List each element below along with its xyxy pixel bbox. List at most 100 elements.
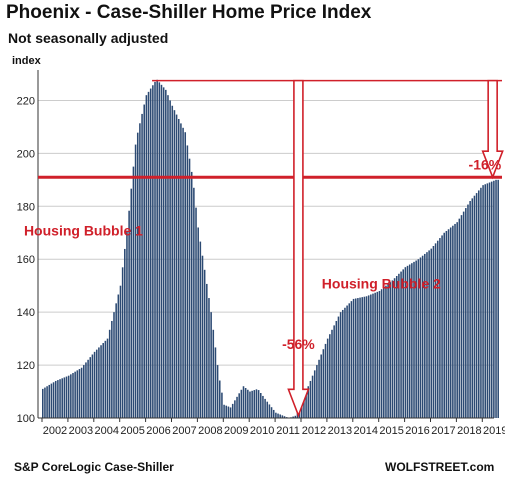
bar [216,365,219,418]
bar [385,285,387,418]
x-tick-label: 2003 [69,425,93,437]
bar [493,180,495,418]
bar [270,407,273,418]
x-tick-label: 2016 [405,425,429,437]
y-tick-label: 180 [17,201,35,213]
bar [89,357,92,418]
x-tick-label: 2007 [172,425,196,437]
bar [197,227,199,418]
bar [413,261,415,418]
bar [240,389,243,418]
bar [490,181,493,418]
bar [52,382,55,418]
bar [188,158,191,418]
bar [415,260,417,418]
bar [279,414,281,418]
bar [311,375,314,418]
bar [387,283,389,418]
bar [59,379,61,418]
bar [206,283,208,418]
decline-arrow [481,79,504,180]
bar [378,290,381,418]
bar [424,253,426,418]
bar [465,208,467,418]
x-tick-label: 2019 [483,425,505,437]
bar [398,273,400,418]
bar [93,351,96,418]
bar [426,252,428,418]
bar [281,415,284,418]
bar [452,225,454,418]
bar [305,391,307,418]
bar [193,187,195,418]
bar [303,396,305,418]
bar [63,377,66,418]
decline-arrow [287,79,310,418]
y-tick-label: 120 [17,360,35,372]
bar [320,354,322,418]
bar [145,95,148,419]
annotation-label: -16% [469,156,502,172]
bar [212,329,215,418]
y-tick-label: 200 [17,148,35,160]
bar [301,402,303,418]
x-tick-label: 2009 [224,425,248,437]
bar [54,380,57,418]
bar [42,388,44,418]
bar [121,267,124,418]
bar [495,179,497,418]
bar [72,373,74,418]
bar [98,347,100,418]
bar [76,370,79,418]
bar [497,179,499,418]
bar [46,386,48,418]
bar [313,370,316,418]
bar [136,132,139,418]
bar [316,365,318,418]
bar [227,406,230,418]
bar [376,291,379,418]
bar [428,250,430,418]
bar [249,391,251,418]
bar [143,104,145,419]
bar [208,298,210,418]
bar [236,396,238,418]
bar [449,227,452,418]
bar [406,265,409,418]
bar [473,195,476,418]
bar [139,123,141,419]
bar [482,185,484,418]
bar [333,325,335,418]
bar [195,207,197,418]
bar [225,405,228,418]
bar [173,110,176,419]
bar [48,384,51,418]
source-label: S&P CoreLogic Case-Shiller [14,460,174,474]
bar [477,190,480,418]
bar [458,218,461,418]
bar [408,264,411,418]
bar [272,409,275,418]
bar [223,404,225,418]
x-tick-label: 2011 [276,425,300,437]
bar [462,211,465,418]
bar [318,359,320,418]
bar [186,145,189,418]
bar [203,269,206,418]
x-tick-label: 2002 [43,425,67,437]
bar [342,309,344,418]
bar [242,386,245,418]
bar [147,91,150,418]
chart-subtitle: Not seasonally adjusted [8,30,169,46]
bar [83,365,85,418]
bar [44,387,46,418]
bar [262,395,264,418]
bar [165,89,167,418]
x-tick-label: 2006 [146,425,170,437]
bar [417,259,420,418]
bar [130,188,133,418]
y-tick-label: 100 [17,413,35,425]
bar [108,329,111,418]
bar [402,269,404,418]
